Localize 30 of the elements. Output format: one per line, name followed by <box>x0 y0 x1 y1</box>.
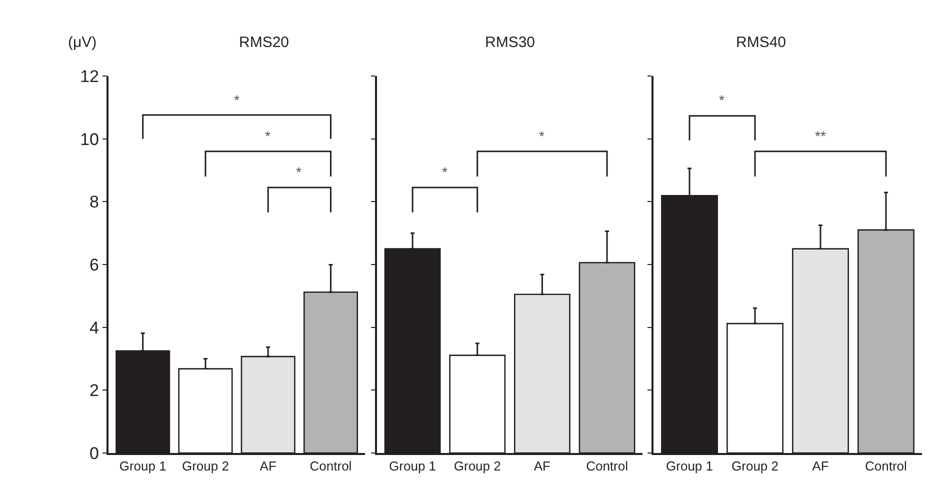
x-tick-label: AF <box>260 458 276 474</box>
annotation: * <box>719 92 725 108</box>
y-tick-label: 0 <box>90 444 99 463</box>
annotation: * <box>442 164 448 180</box>
annotation: ** <box>815 128 826 144</box>
x-tick-label: Group 2 <box>182 458 229 474</box>
x-tick-label: AF <box>812 458 829 474</box>
x-tick-label: Control <box>310 458 352 474</box>
y-tick-label: 8 <box>90 192 99 212</box>
x-tick-label: Group 2 <box>732 458 778 474</box>
x-tick-label: Group 1 <box>119 458 166 474</box>
y-tick-label: 2 <box>90 381 99 400</box>
x-tick-label: AF <box>534 458 551 474</box>
chart-title: RMS40 <box>736 34 786 51</box>
y-tick-label: 12 <box>80 66 99 86</box>
x-tick-label: Group 1 <box>666 458 714 474</box>
annotation: * <box>296 164 302 180</box>
annotation: * <box>234 92 240 108</box>
x-tick-label: Group 2 <box>454 458 501 474</box>
annotation: * <box>539 128 545 144</box>
chart-title: RMS30 <box>485 34 536 51</box>
x-tick-label: Control <box>865 458 908 474</box>
y-tick-label: 10 <box>80 130 99 149</box>
chart-title: RMS20 <box>239 34 290 51</box>
y-axis-title: (μV) <box>68 34 97 51</box>
y-tick-label: 6 <box>90 255 99 274</box>
x-tick-label: Control <box>586 458 628 474</box>
x-tick-label: Group 1 <box>389 458 436 474</box>
annotation: * <box>265 128 271 144</box>
y-tick-label: 4 <box>90 318 99 338</box>
